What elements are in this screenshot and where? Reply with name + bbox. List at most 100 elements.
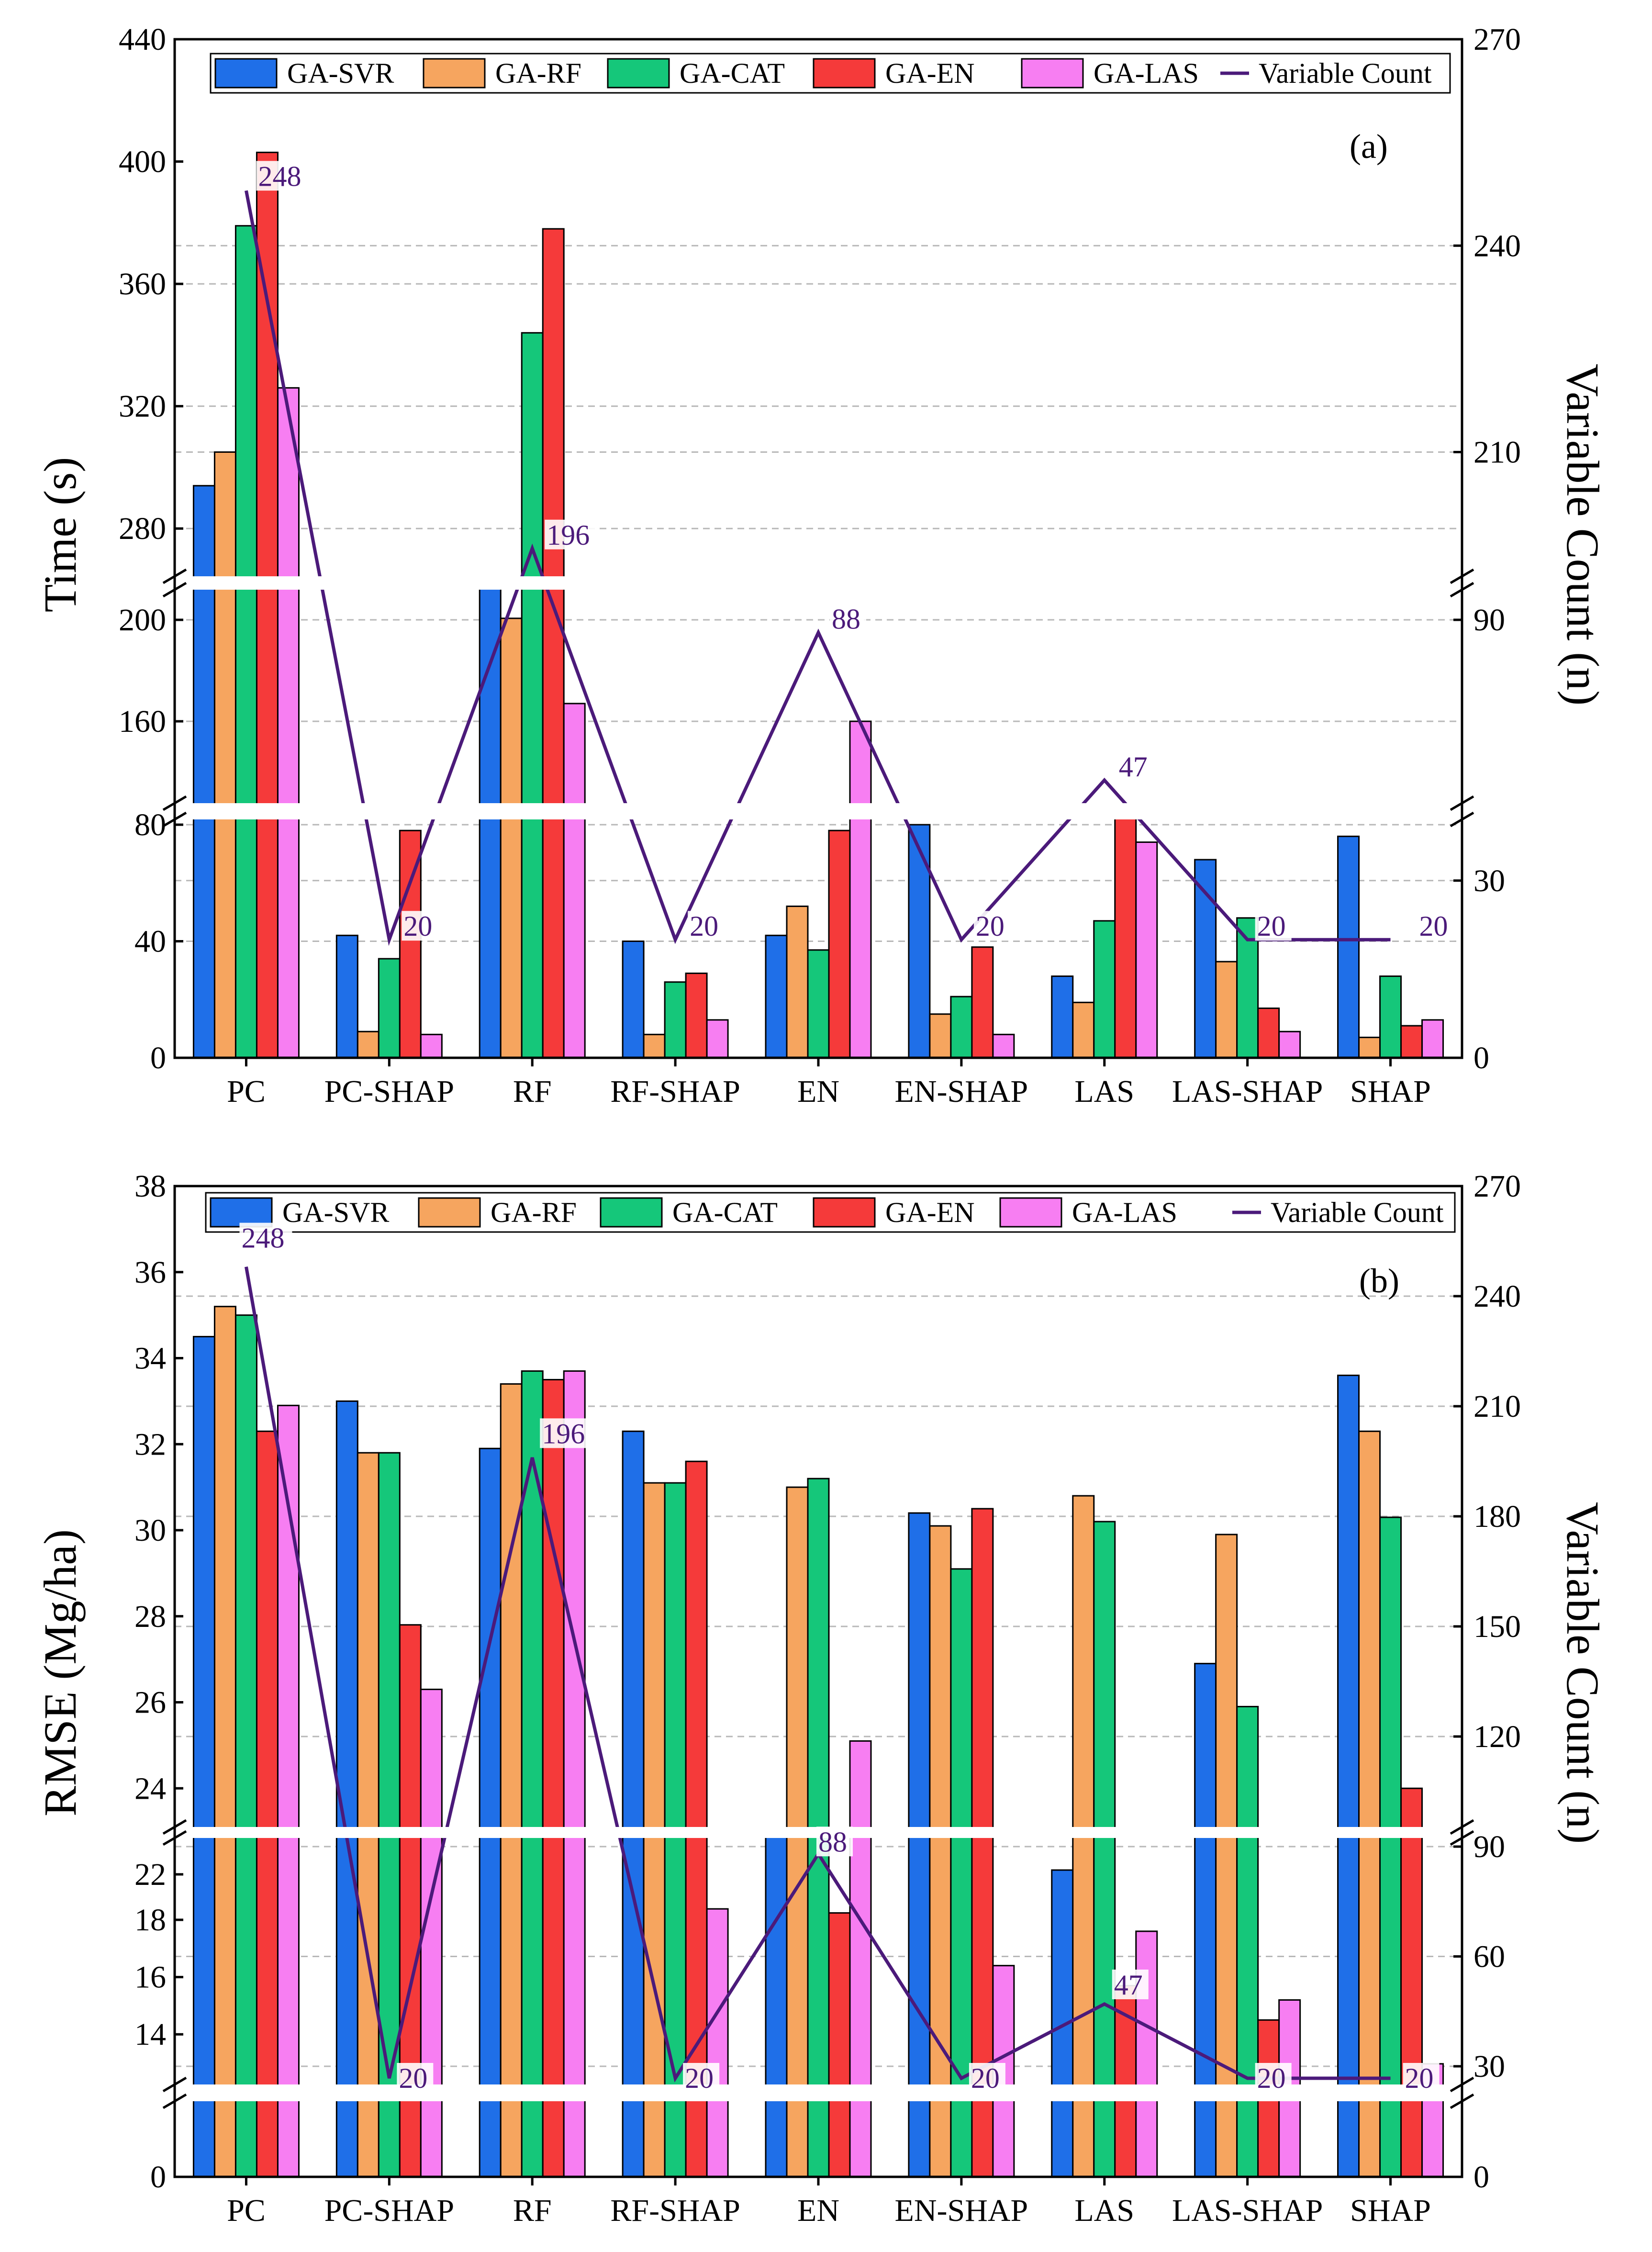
- bar-ga-rf-pc-shap: [357, 1452, 380, 2177]
- count-labels-a: 248 20 196 20 88 20 47 20 20: [256, 160, 1454, 942]
- bar-ga-cat-en: [807, 949, 830, 1058]
- bar-ga-en-shap: [1400, 1025, 1423, 1058]
- bar-ga-rf-pc-shap: [357, 1031, 380, 1058]
- legend-swatch-ga-rf: [418, 1197, 481, 1228]
- legend-swatch-ga-las: [1021, 58, 1084, 89]
- count-label: 88: [832, 604, 860, 635]
- bar-ga-las-pc-shap: [420, 1033, 443, 1058]
- bar-ga-las-las: [1135, 841, 1158, 1058]
- bar-ga-svr-rf-shap: [622, 941, 645, 1058]
- legend-label: GA-CAT: [672, 1197, 778, 1228]
- legend-label: GA-EN: [885, 57, 975, 89]
- axis-break-mark: [162, 568, 187, 584]
- variable-count-line: [245, 190, 1391, 946]
- legend-label: Variable Count: [1271, 1197, 1444, 1228]
- y2-tick-label: 30: [1473, 863, 1505, 898]
- x-tick-label: RF: [513, 1074, 552, 1109]
- count-label: 20: [1405, 2062, 1434, 2094]
- bar-ga-en-en: [828, 829, 851, 1058]
- y2-axis-title-b: Variable Count (n): [1557, 1502, 1608, 1844]
- axis-break-mark: [1450, 2076, 1474, 2093]
- axis-break-mark: [162, 1819, 187, 1835]
- count-label-bg: [239, 1222, 292, 1253]
- bar-ga-svr-en-shap: [908, 824, 931, 1058]
- count-label: 248: [258, 160, 301, 192]
- count-label: 20: [971, 2062, 1000, 2094]
- count-label-bg: [540, 1418, 593, 1448]
- y-tick-label: 400: [119, 145, 166, 179]
- y2-tick-label: 270: [1473, 1169, 1521, 1204]
- y2-tick-label: 60: [1473, 1939, 1505, 1974]
- bar-ga-en-en: [828, 1912, 851, 2177]
- bar-ga-cat-las: [1093, 1521, 1116, 2177]
- y-tick-label: 22: [134, 1857, 166, 1892]
- bar-ga-svr-shap: [1337, 1374, 1360, 2177]
- axis-break-band: [160, 576, 1476, 590]
- bar-ga-rf-shap: [1358, 1036, 1381, 1058]
- bar-ga-en-rf: [542, 1378, 565, 2177]
- x-tick-label: LAS: [1074, 1074, 1134, 1109]
- bar-ga-las-las: [1135, 1930, 1158, 2177]
- bar-ga-cat-pc: [234, 225, 257, 1058]
- count-label-bg: [816, 1826, 853, 1857]
- bar-ga-rf-las-shap: [1215, 1534, 1238, 2177]
- count-label-bg: [1112, 1969, 1149, 1999]
- count-label-bg: [402, 911, 438, 941]
- y-tick-label: 0: [150, 2160, 166, 2195]
- axis-break-mark: [162, 1830, 187, 1846]
- bar-ga-cat-pc-shap: [378, 958, 401, 1058]
- count-label-bg: [688, 911, 725, 941]
- count-label-bg: [256, 161, 309, 191]
- y2-tick-label: 240: [1473, 228, 1521, 263]
- count-label: 20: [690, 910, 718, 942]
- y-axis-title-b: RMSE (Mg/ha): [34, 1529, 86, 1816]
- y-tick-label: 26: [134, 1685, 166, 1720]
- y2-tick-label: 120: [1473, 1719, 1521, 1754]
- y2-tick-label: 90: [1473, 603, 1505, 638]
- bar-ga-rf-en-shap: [929, 1013, 952, 1058]
- y2-tick-label: 210: [1473, 1389, 1521, 1424]
- y-axis-title-a: Time (s): [34, 457, 86, 613]
- bar-ga-las-en: [849, 1740, 872, 2177]
- bar-ga-en-en-shap: [971, 946, 994, 1058]
- legend-swatch-ga-cat: [600, 1197, 663, 1228]
- bar-ga-rf-rf-shap: [643, 1033, 666, 1058]
- y-tick-label: 36: [134, 1255, 166, 1290]
- axis-break-mark: [162, 811, 187, 828]
- y2-axis-title-a: Variable Count (n): [1557, 364, 1608, 706]
- y-tick-label: 40: [134, 924, 166, 959]
- count-label: 196: [542, 1418, 585, 1449]
- bar-ga-rf-pc: [213, 451, 236, 1058]
- y-tick-label: 24: [134, 1771, 166, 1806]
- legend-label: GA-LAS: [1094, 57, 1199, 89]
- y2-tick-label: 180: [1473, 1499, 1521, 1534]
- axis-break-mark: [162, 795, 187, 811]
- x-tick-label: RF-SHAP: [610, 1074, 740, 1109]
- bar-ga-las-rf: [563, 1370, 586, 2177]
- bar-ga-svr-las: [1051, 975, 1074, 1058]
- bar-ga-cat-shap: [1379, 1516, 1402, 2177]
- count-label-bg: [545, 519, 598, 549]
- y-tick-label: 80: [134, 807, 166, 842]
- bar-ga-rf-pc: [213, 1306, 236, 2177]
- y-tick-label: 38: [134, 1169, 166, 1204]
- count-label: 20: [976, 910, 1005, 942]
- bar-ga-las-las-shap: [1278, 1031, 1301, 1058]
- bar-ga-las-shap: [1421, 1019, 1444, 1058]
- x-tick-label: PC-SHAP: [324, 1074, 454, 1109]
- legend-swatch-ga-cat: [607, 58, 670, 89]
- count-label: 20: [1419, 910, 1448, 942]
- bar-ga-rf-rf: [500, 1383, 523, 2177]
- count-label: 47: [1119, 751, 1148, 783]
- y-tick-label: 200: [119, 603, 166, 638]
- bar-ga-cat-shap: [1379, 975, 1402, 1058]
- x-tick-label: SHAP: [1350, 2193, 1431, 2228]
- y2-tick-label: 270: [1473, 22, 1521, 57]
- count-labels-b: 248 20 196 20 88 20 47 20 20: [239, 1222, 1440, 2094]
- count-label: 20: [1257, 910, 1286, 942]
- count-label: 248: [241, 1222, 284, 1254]
- count-label-bg: [830, 604, 866, 634]
- count-label-bg: [397, 2063, 434, 2093]
